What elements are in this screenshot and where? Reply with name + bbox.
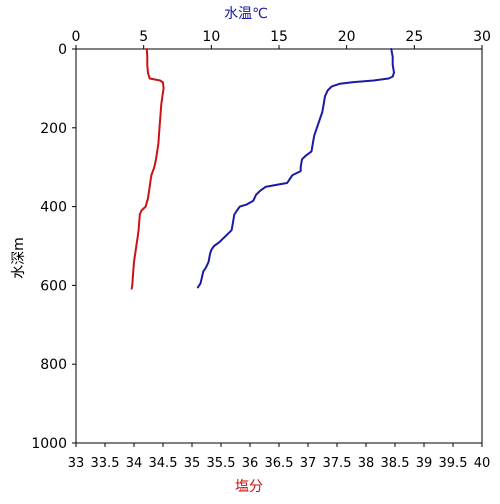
series-group [130,48,395,290]
left-tick-label: 1000 [31,436,67,452]
bottom-tick-label: 38 [358,456,375,471]
top-tick-label: 5 [139,29,148,45]
bottom-tick-label: 35 [184,456,201,471]
top-tick-label: 0 [72,29,81,45]
bottom-tick-label: 33 [68,456,85,471]
bottom-tick-label: 36 [242,456,259,471]
top-axis-ticks: 0 5 10 15 20 25 30 [72,29,491,49]
top-tick-label: 10 [202,29,220,45]
top-tick-label: 25 [405,29,423,45]
left-axis-label: 水深m [11,237,27,279]
bottom-tick-label: 36.5 [265,456,294,471]
bottom-tick-label: 37.5 [323,456,352,471]
bottom-tick-label: 38.5 [381,456,410,471]
temperature-series-line [196,48,395,289]
bottom-axis-ticks: 33 33.5 34 34.5 35 35.5 36 36.5 37 37.5 38 38.5 39 39… [68,443,491,471]
bottom-tick-label: 35.5 [207,456,236,471]
left-tick-label: 0 [58,42,67,58]
top-tick-label: 30 [473,29,491,45]
salinity-series-line [130,48,165,290]
top-tick-label: 20 [338,29,356,45]
bottom-tick-label: 34 [126,456,143,471]
left-tick-label: 200 [40,121,67,137]
bottom-axis-label: 塩分 [235,479,263,495]
bottom-tick-label: 37 [300,456,317,471]
top-tick-label: 15 [270,29,288,45]
bottom-tick-label: 34.5 [149,456,178,471]
bottom-tick-label: 39 [416,456,433,471]
left-axis-ticks: 0 200 400 600 800 1000 [31,42,76,452]
bottom-tick-label: 40 [474,456,491,471]
left-tick-label: 600 [40,278,67,294]
bottom-tick-label: 39.5 [439,456,468,471]
top-axis-label: 水温℃ [224,6,268,22]
bottom-tick-label: 33.5 [91,456,120,471]
left-tick-label: 400 [40,200,67,216]
left-tick-label: 800 [40,357,67,373]
